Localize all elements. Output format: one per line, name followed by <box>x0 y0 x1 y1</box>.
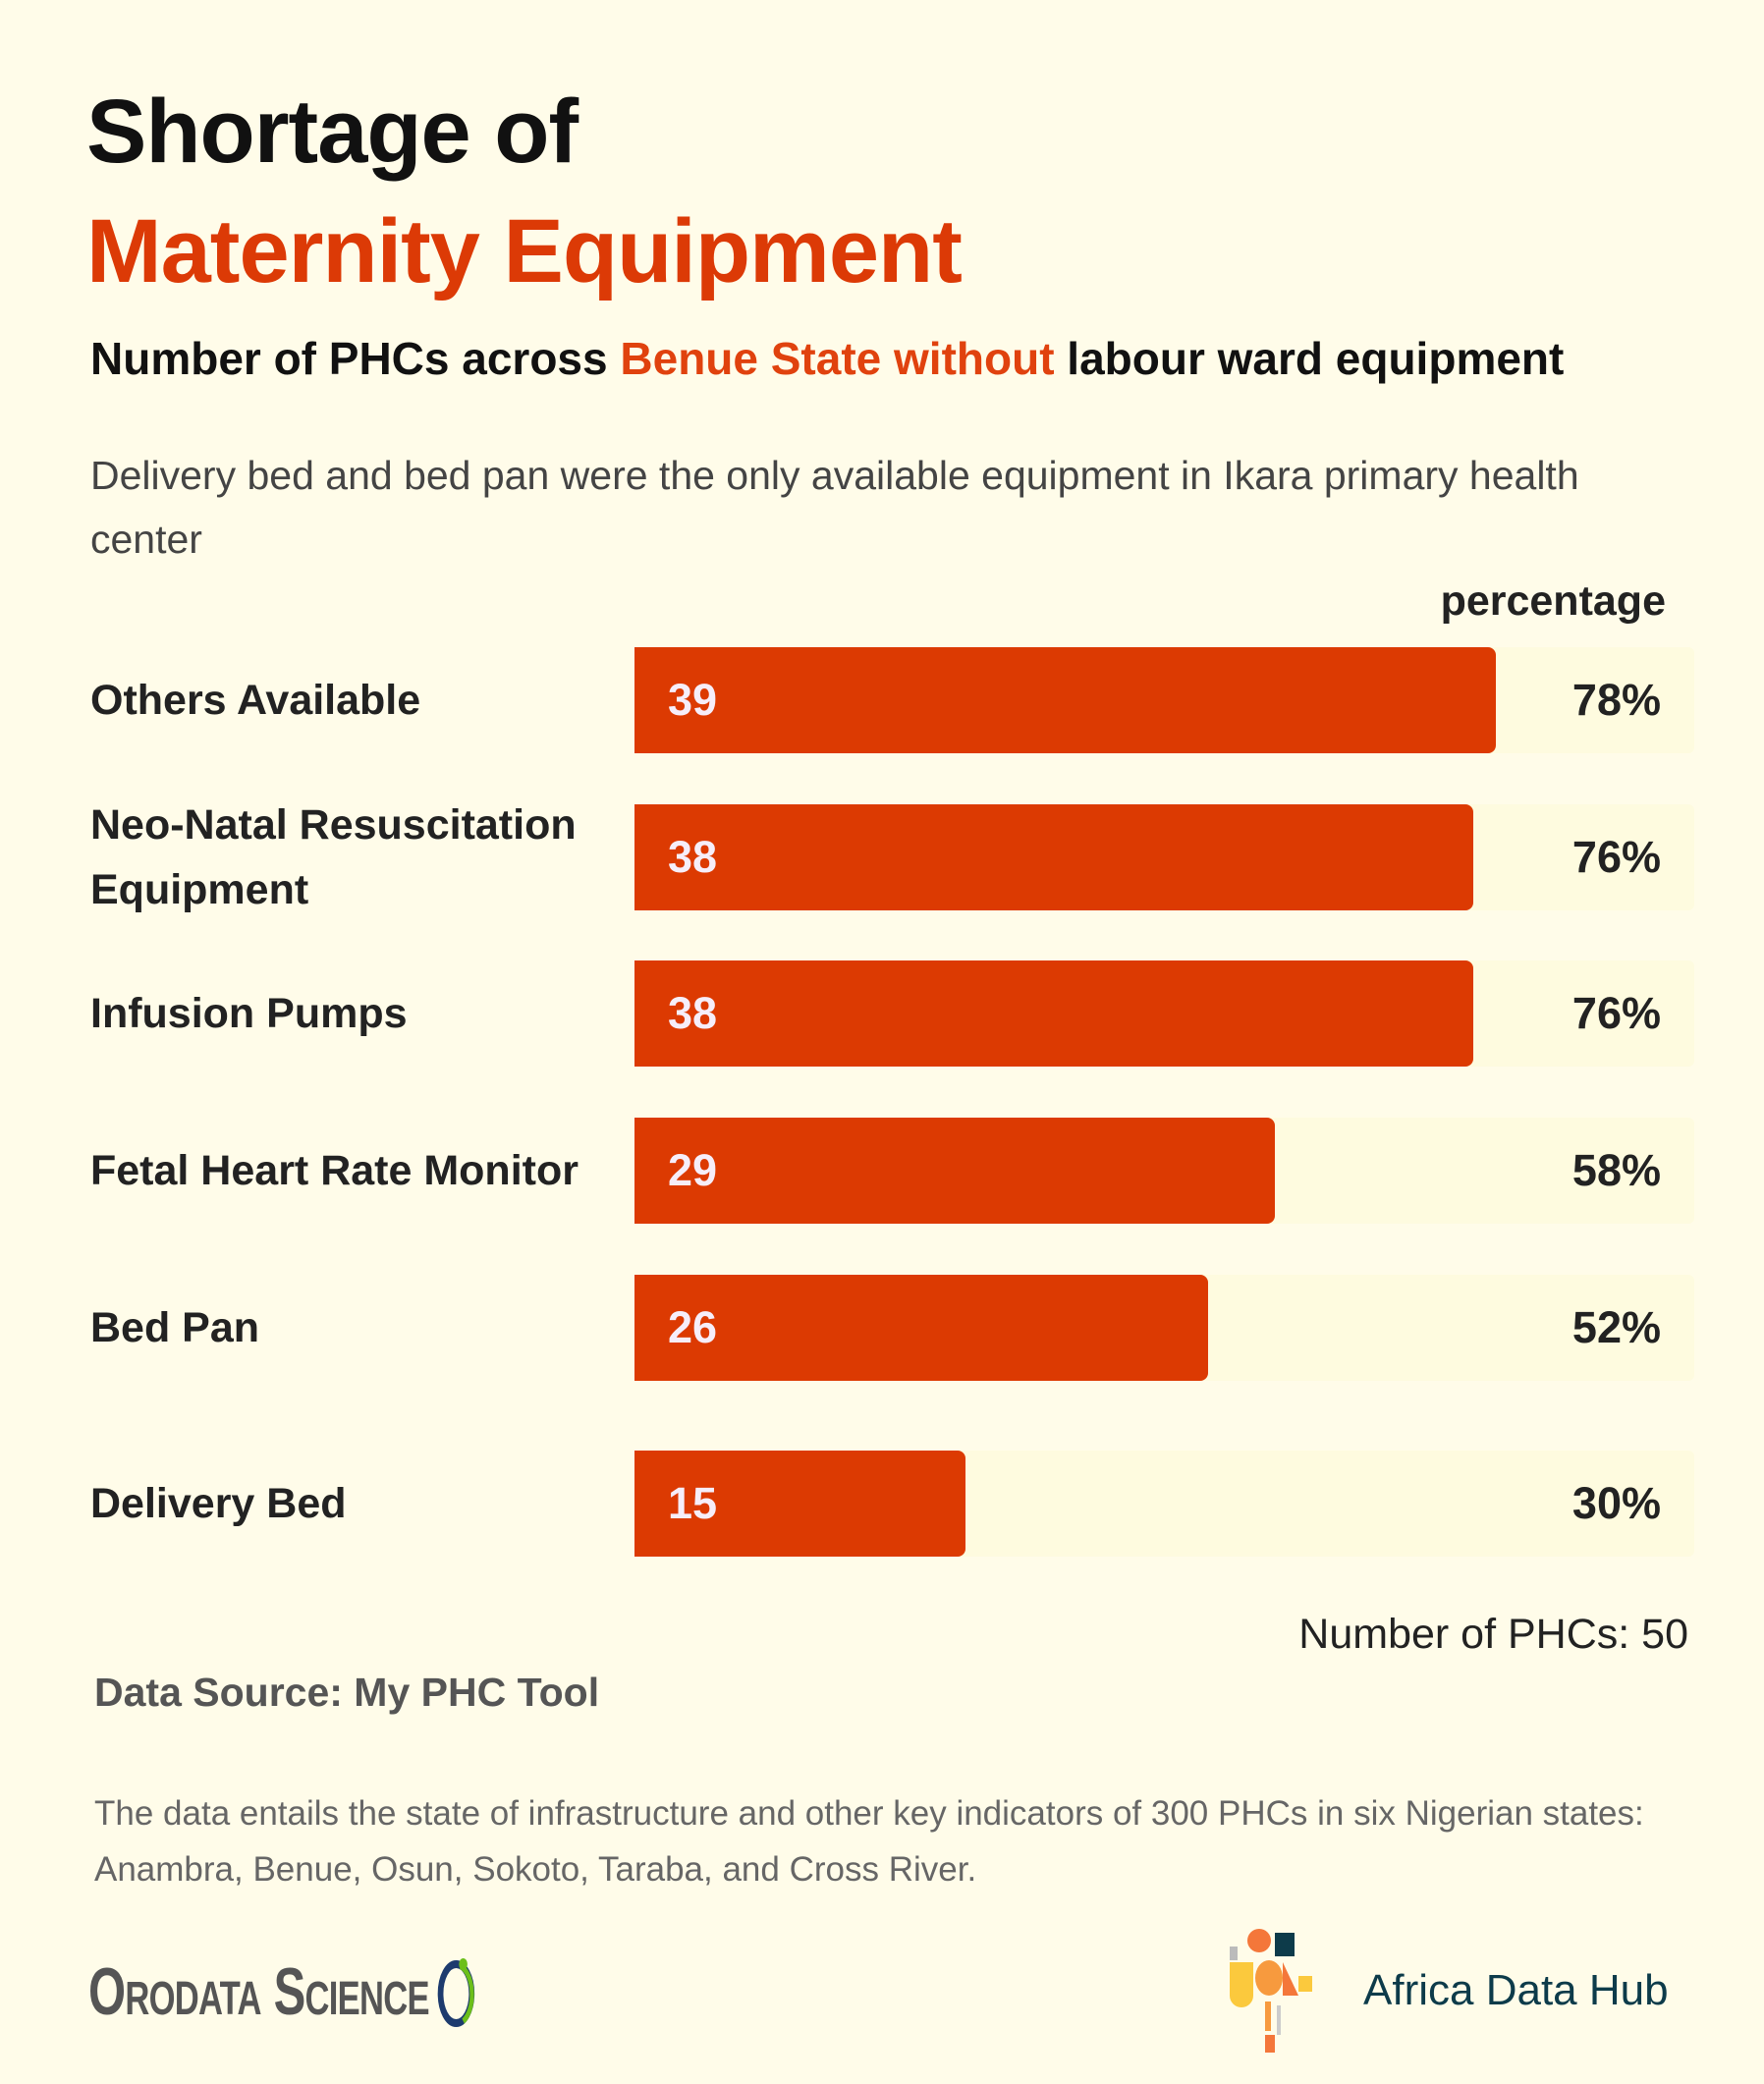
bar-value-label: 29 <box>668 1145 718 1195</box>
bar: 15 <box>634 1451 966 1557</box>
subtitle-highlight: Benue State without <box>620 333 1055 384</box>
bar-track: 26 52% <box>634 1275 1694 1381</box>
africa-map-icon <box>1230 1929 1312 2053</box>
africa-data-hub-text: Africa Data Hub <box>1363 1966 1669 2014</box>
data-source: Data Source: My PHC Tool <box>94 1670 600 1715</box>
description: Delivery bed and bed pan were the only a… <box>90 453 1579 562</box>
category-label: Delivery Bed <box>90 1480 347 1527</box>
percentage-label: 52% <box>1571 1302 1661 1352</box>
bar-value-label: 26 <box>668 1302 718 1352</box>
footnote: The data entails the state of infrastruc… <box>94 1794 1644 1889</box>
category-label: Fetal Heart Rate Monitor <box>90 1147 579 1194</box>
subtitle-part2: labour ward equipment <box>1054 333 1565 384</box>
category-label: Bed Pan <box>90 1304 260 1351</box>
category-label: Others Available <box>90 677 421 724</box>
percentage-label: 30% <box>1571 1478 1661 1528</box>
orodata-ring-icon <box>437 1958 474 2027</box>
bar-value-label: 39 <box>668 675 718 725</box>
title-line1: Shortage of <box>86 82 579 182</box>
bar-value-label: 38 <box>668 988 718 1038</box>
orodata-logo: Orodata Science <box>88 1952 477 2031</box>
category-label: Infusion Pumps <box>90 990 408 1037</box>
percentage-label: 76% <box>1571 832 1661 882</box>
category-label: Neo-Natal Resuscitation Equipment <box>90 801 577 913</box>
bar: 38 <box>634 960 1474 1067</box>
percentage-header: percentage <box>1440 577 1666 625</box>
subtitle: Number of PHCs across Benue State withou… <box>90 332 1564 385</box>
percentage-label: 76% <box>1571 988 1661 1038</box>
bar: 39 <box>634 647 1496 753</box>
subtitle-part1: Number of PHCs across <box>90 333 621 384</box>
total-phcs: Number of PHCs: 50 <box>1298 1611 1688 1658</box>
bar-track: 38 76% <box>634 804 1694 910</box>
orodata-logo-text: Orodata Science <box>88 1954 430 2029</box>
africa-data-hub-logo: Africa Data Hub <box>1226 1927 1669 2055</box>
percentage-label: 78% <box>1571 675 1661 725</box>
percentage-label: 58% <box>1571 1145 1661 1195</box>
bar: 38 <box>634 804 1474 910</box>
bar-track: 29 58% <box>634 1118 1694 1224</box>
bar-track: 38 76% <box>634 960 1694 1067</box>
bar-value-label: 15 <box>668 1478 718 1528</box>
bar: 29 <box>634 1118 1275 1224</box>
bar: 26 <box>634 1275 1209 1381</box>
bar-value-label: 38 <box>668 832 718 882</box>
title-line2: Maternity Equipment <box>86 201 963 302</box>
bar-track: 15 30% <box>634 1451 1694 1557</box>
bar-track: 39 78% <box>634 647 1694 753</box>
